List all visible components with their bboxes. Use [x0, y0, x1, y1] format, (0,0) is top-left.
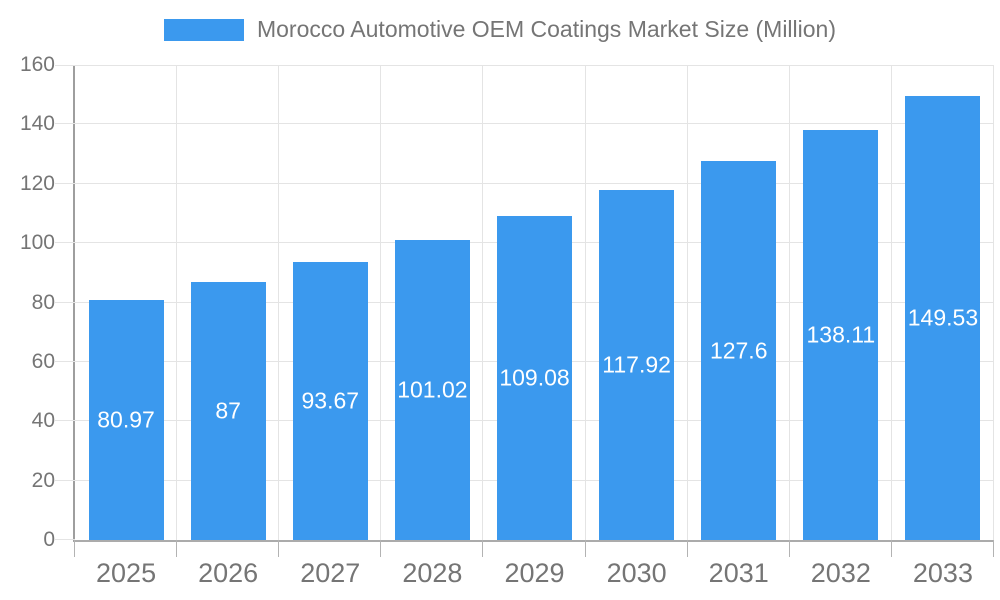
y-tick-label: 20	[31, 468, 55, 492]
x-axis-tick	[278, 540, 280, 557]
gridline-vertical	[993, 65, 994, 540]
y-tick-label: 80	[31, 290, 55, 314]
x-axis-tick	[788, 540, 790, 557]
gridline-vertical	[380, 65, 382, 540]
gridline-vertical	[176, 65, 178, 540]
legend-item[interactable]: Morocco Automotive OEM Coatings Market S…	[163, 16, 837, 43]
legend-swatch	[163, 18, 244, 41]
bar-value-label: 117.92	[602, 351, 671, 378]
bar-value-label: 138.11	[806, 321, 876, 348]
bar-value-label: 80.97	[97, 406, 155, 433]
y-tick-label: 40	[31, 409, 55, 433]
bar-2032[interactable]: 138.11	[803, 129, 879, 540]
gridline-vertical	[686, 65, 688, 540]
gridline-vertical	[890, 65, 892, 540]
gridline-vertical	[788, 65, 790, 540]
x-axis-tick	[890, 540, 892, 557]
bar-2030[interactable]: 117.92	[599, 189, 675, 540]
x-axis-tick	[686, 540, 688, 557]
y-tick-label: 100	[19, 231, 55, 255]
plot-area: 0 20 40 60 80 100 120 140 160 80.97 2025 87 2026 93.6…	[20, 54, 994, 588]
x-tick-label: 2031	[708, 558, 769, 588]
gridline-vertical	[278, 65, 280, 540]
bar-value-label: 93.67	[301, 387, 360, 414]
gridline-horizontal	[55, 539, 75, 540]
bar-2028[interactable]: 101.02	[394, 240, 470, 540]
x-axis-tick	[380, 540, 382, 557]
bar-2027[interactable]: 93.67	[292, 261, 368, 540]
bar-2029[interactable]: 109.08	[497, 216, 572, 540]
y-tick-label: 120	[19, 171, 55, 195]
bar-value-label: 149.53	[907, 304, 979, 331]
bar-value-label: 101.02	[397, 376, 468, 403]
gridline-vertical	[584, 65, 586, 540]
gridline-vertical	[482, 65, 484, 540]
y-tick-label: 160	[19, 53, 55, 76]
bar-2031[interactable]: 127.6	[701, 161, 777, 540]
x-tick-label: 2026	[198, 558, 259, 588]
x-tick-label: 2032	[810, 558, 871, 588]
gridline-horizontal	[55, 182, 994, 184]
y-tick-label: 140	[19, 112, 55, 136]
x-axis-tick	[74, 540, 75, 557]
x-axis-tick	[176, 540, 178, 557]
x-tick-label: 2027	[300, 558, 361, 588]
legend: Morocco Automotive OEM Coatings Market S…	[0, 16, 1000, 43]
x-tick-label: 2029	[504, 558, 565, 588]
bar-2026[interactable]: 87	[190, 281, 266, 540]
x-tick-label: 2033	[912, 558, 973, 588]
bar-value-label: 109.08	[499, 364, 570, 391]
x-tick-label: 2025	[96, 558, 157, 588]
x-axis-tick	[584, 540, 586, 557]
gridline-horizontal	[55, 65, 994, 66]
x-tick-label: 2030	[606, 558, 667, 588]
x-axis-tick	[482, 540, 484, 557]
gridline-horizontal	[55, 123, 994, 125]
y-tick-label: 0	[43, 528, 55, 551]
bar-2025[interactable]: 80.97	[88, 299, 164, 540]
bar-value-label: 87	[215, 397, 241, 424]
x-tick-label: 2028	[402, 558, 463, 588]
x-axis-tick	[993, 540, 994, 557]
bar-2033[interactable]: 149.53	[905, 96, 981, 540]
y-tick-label: 60	[31, 349, 55, 373]
chart-title: Morocco Automotive OEM Coatings Market S…	[256, 16, 837, 42]
bar-value-label: 127.6	[709, 337, 768, 364]
